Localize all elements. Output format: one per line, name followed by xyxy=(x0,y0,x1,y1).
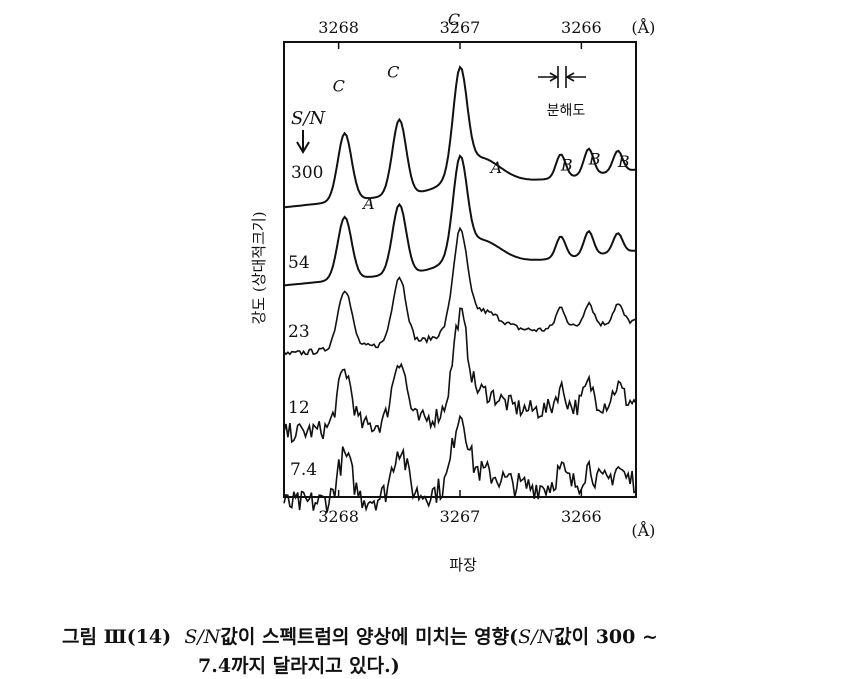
x-unit-top: (Å) xyxy=(631,17,655,37)
series-label-4: 7.4 xyxy=(290,460,317,480)
series-line-4 xyxy=(283,414,637,513)
tick-label-top-1: 3267 xyxy=(440,18,481,37)
line-label-2: C xyxy=(448,10,460,29)
caption-text: 값이 스펙트럼의 양상에 미치는 영향( xyxy=(220,626,519,648)
series-label-0: 300 xyxy=(291,163,323,183)
sn-arrow xyxy=(296,130,310,154)
resolution-marker xyxy=(538,66,586,88)
caption-text-end: 값이 300 ~ xyxy=(554,626,658,648)
tick-label-top-0: 3268 xyxy=(318,18,359,37)
tick-label-bottom-0: 3268 xyxy=(318,507,359,526)
series-line-1 xyxy=(283,154,637,287)
spectrum-figure: 3268 3268 3267 3267 3266 3266 (Å) (Å) 300 54 23 12… xyxy=(250,10,655,574)
x-axis-label: 파장 xyxy=(449,556,477,574)
resolution-label: 분해도 xyxy=(547,103,586,119)
line-label-7: B xyxy=(617,152,630,171)
line-label-0: C xyxy=(333,76,345,95)
tick-label-bottom-2: 3266 xyxy=(561,507,602,526)
figure-caption-line2: 7.4까지 달라지고 있다.) xyxy=(198,655,400,677)
caption-sn: S/N xyxy=(184,626,221,648)
series-label-2: 23 xyxy=(288,322,310,342)
line-label-5: B xyxy=(560,155,573,174)
figure-caption-line1: 그림 Ⅲ(14) S/N값이 스펙트럼의 양상에 미치는 영향(S/N값이 30… xyxy=(62,622,658,649)
line-label-3: A xyxy=(361,194,375,213)
sn-header: S/N xyxy=(291,108,326,129)
figure-number: 그림 Ⅲ(14) xyxy=(62,626,172,648)
line-label-4: A xyxy=(489,158,503,177)
series-label-1: 54 xyxy=(288,253,310,273)
caption-sn-2: S/N xyxy=(518,626,555,648)
x-unit-bottom: (Å) xyxy=(631,520,655,540)
y-axis-label: 강도 (상대적크기) xyxy=(250,211,268,324)
line-label-6: B xyxy=(588,150,601,169)
series-line-2 xyxy=(283,226,637,357)
tick-label-top-2: 3266 xyxy=(561,18,602,37)
tick-label-bottom-1: 3267 xyxy=(440,507,481,526)
series-line-3 xyxy=(283,307,637,444)
line-label-1: C xyxy=(387,63,399,82)
series-line-0 xyxy=(283,65,637,209)
series-label-3: 12 xyxy=(288,398,310,418)
